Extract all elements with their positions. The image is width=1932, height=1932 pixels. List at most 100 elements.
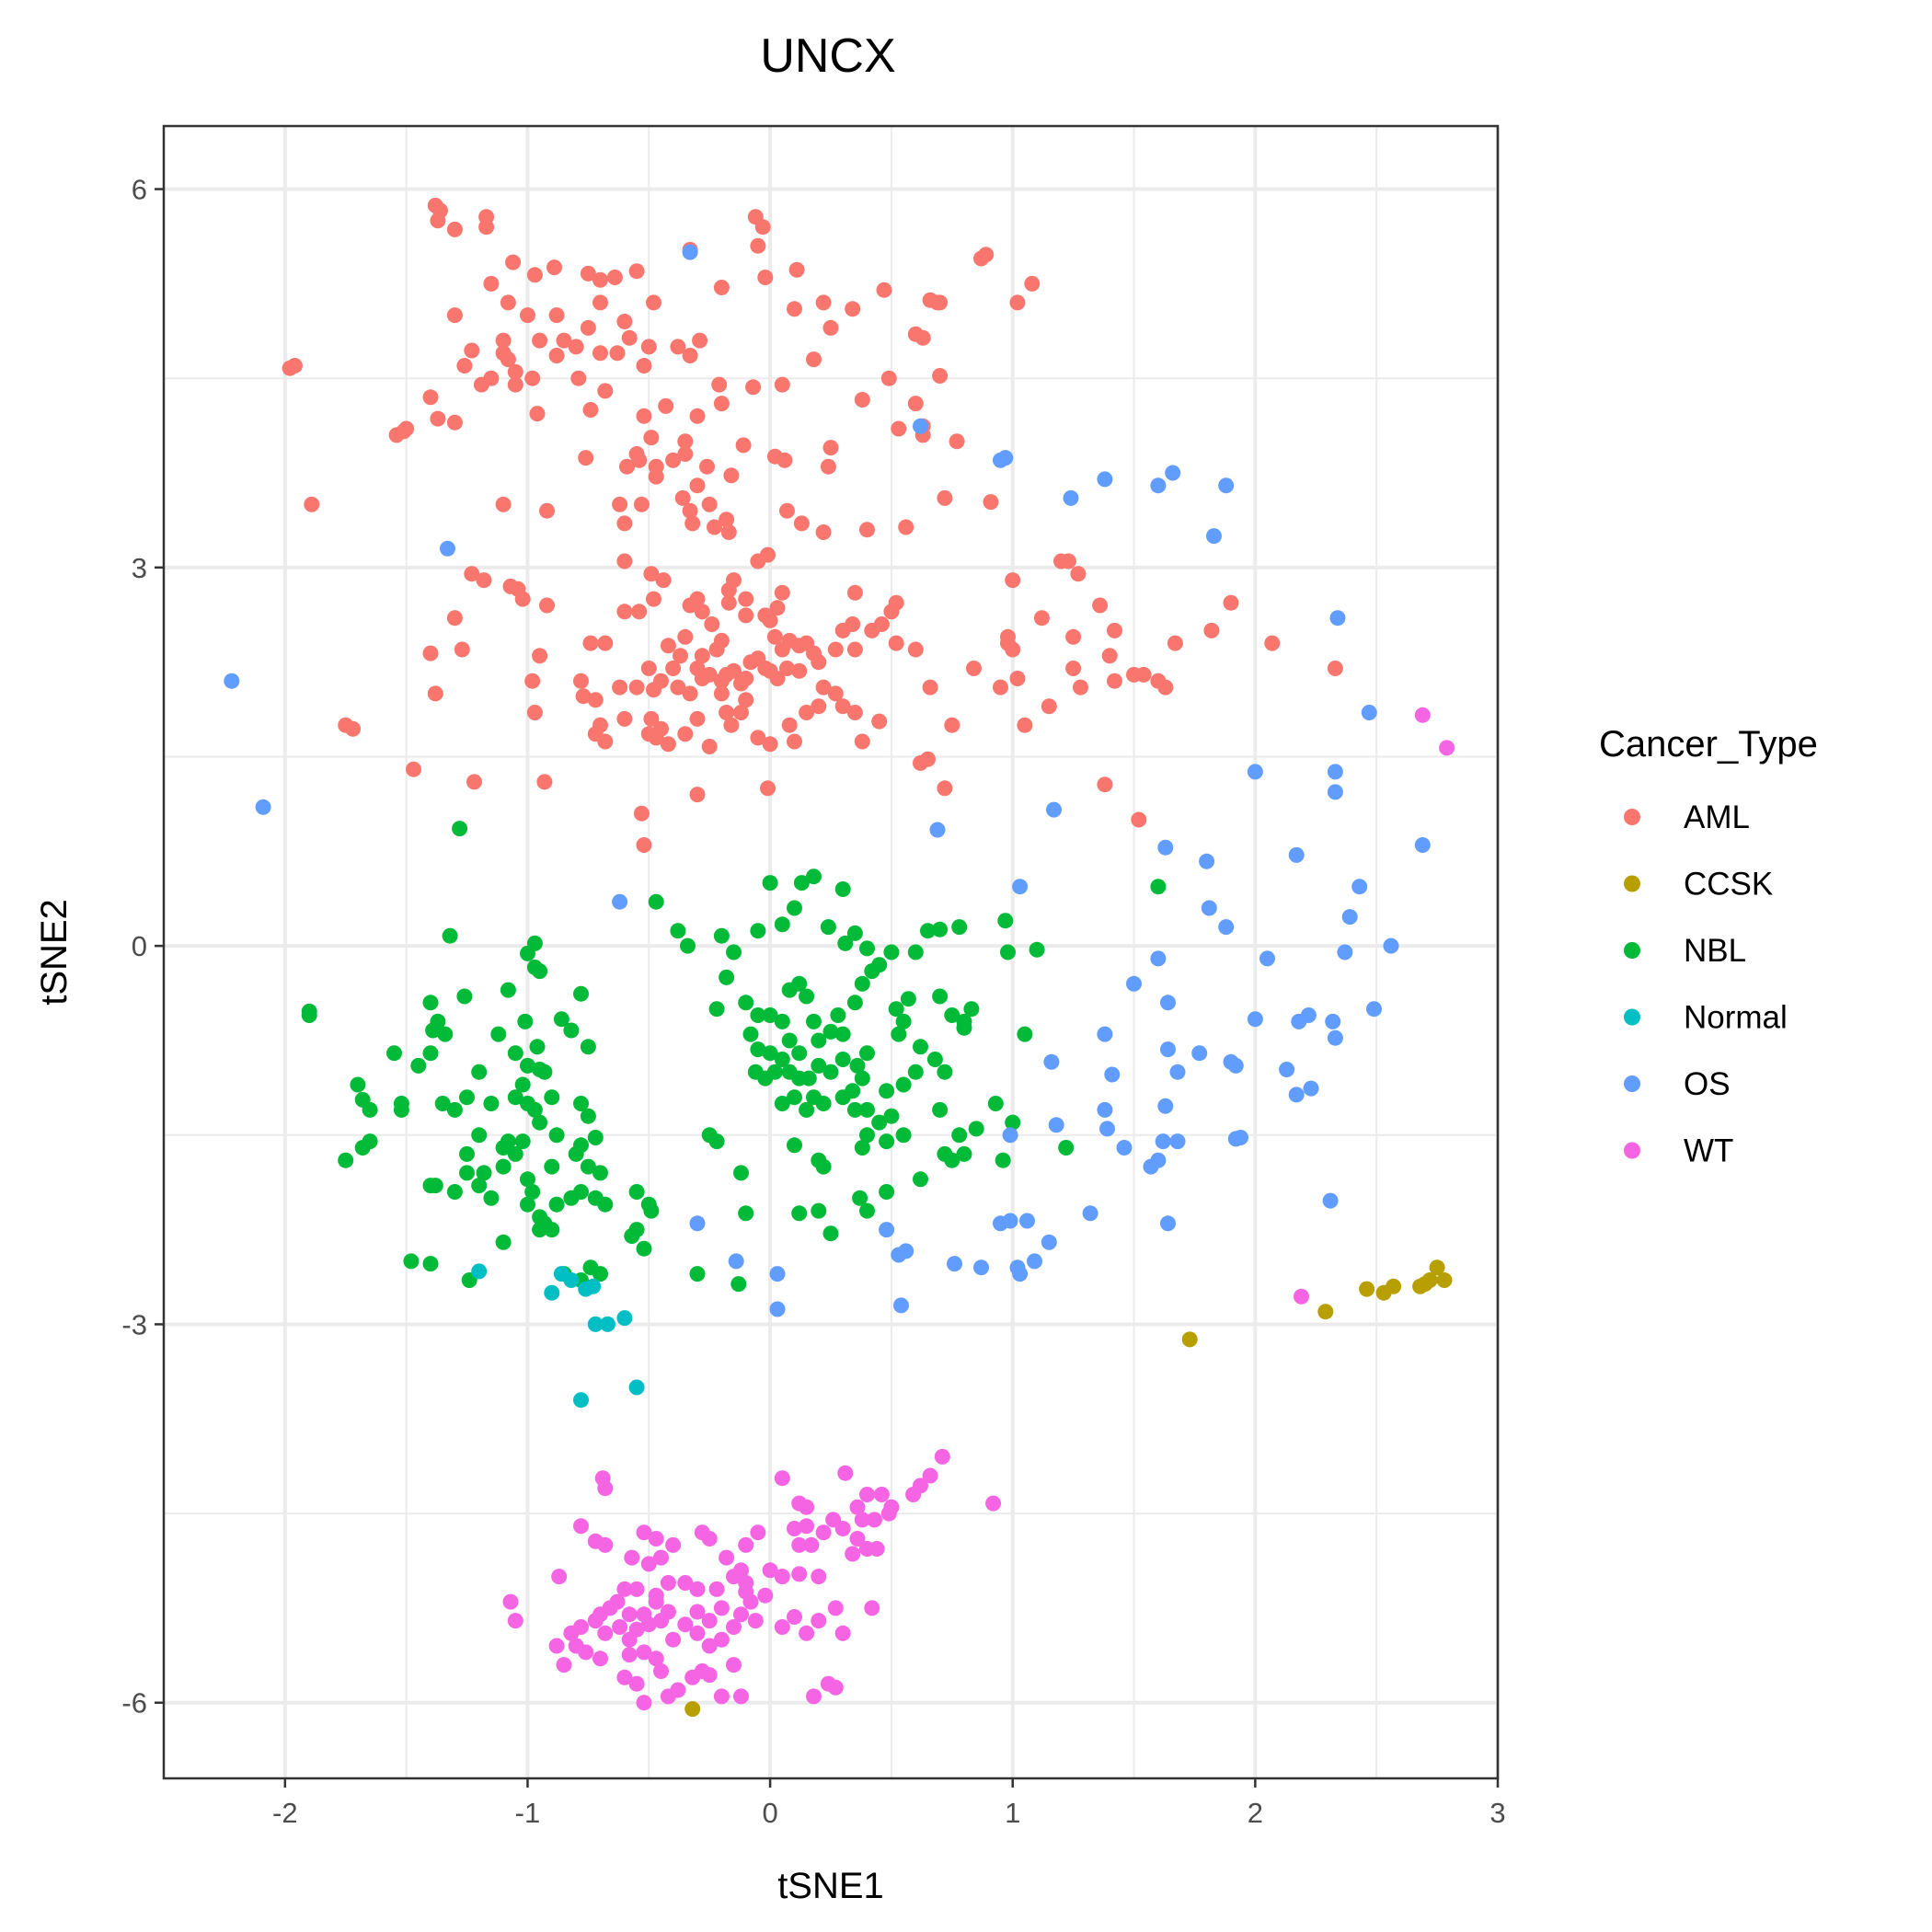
data-point (529, 406, 546, 422)
data-point (616, 553, 633, 569)
data-point (578, 1644, 594, 1661)
data-point (1143, 1158, 1159, 1175)
data-point (301, 1007, 317, 1023)
data-point (665, 661, 682, 676)
data-point (476, 1165, 492, 1181)
data-point (616, 1669, 633, 1685)
data-point (422, 995, 439, 1011)
data-point (708, 641, 725, 658)
data-point (1329, 610, 1346, 627)
data-point (787, 301, 802, 317)
data-point (628, 679, 645, 696)
data-point (612, 496, 628, 512)
data-point (430, 213, 446, 229)
data-point (822, 319, 839, 336)
data-point (660, 736, 676, 753)
data-point (846, 925, 863, 941)
data-point (1414, 707, 1431, 723)
data-point (822, 440, 839, 456)
data-point (616, 1310, 633, 1327)
legend-key (1624, 809, 1640, 825)
data-point (628, 1184, 645, 1200)
data-point (978, 247, 995, 263)
data-point (286, 358, 303, 374)
legend-item-os: OS (1624, 1066, 1731, 1102)
data-point (563, 1625, 580, 1641)
data-point (827, 1679, 844, 1696)
data-point (520, 1057, 535, 1074)
data-point (815, 679, 832, 696)
data-point (701, 1638, 718, 1654)
series-wt (502, 707, 1455, 1711)
data-point (507, 363, 523, 380)
data-point (708, 1133, 725, 1150)
data-point (879, 1133, 895, 1150)
data-point (1366, 1001, 1382, 1018)
data-point (548, 348, 565, 363)
data-point (694, 1524, 710, 1541)
data-point (707, 519, 722, 535)
data-point (834, 698, 851, 715)
data-point (846, 584, 863, 601)
data-point (580, 1039, 596, 1055)
data-point (738, 995, 754, 1011)
data-point (665, 1631, 682, 1648)
data-point (723, 467, 740, 484)
data-point (446, 307, 463, 324)
data-point (947, 1256, 962, 1272)
data-point (793, 515, 810, 532)
data-point (454, 641, 470, 658)
data-point (580, 1158, 596, 1175)
data-point (573, 1518, 589, 1535)
data-point (815, 1158, 832, 1175)
data-point (483, 370, 500, 386)
data-point (544, 1284, 560, 1301)
data-point (1288, 1087, 1305, 1103)
data-point (922, 1467, 938, 1484)
data-point (643, 430, 660, 446)
data-point (827, 685, 844, 702)
data-point (689, 661, 706, 676)
data-point (907, 396, 924, 412)
data-point (720, 524, 737, 540)
data-point (1247, 1011, 1263, 1028)
data-point (811, 654, 827, 671)
data-point (1247, 764, 1263, 780)
data-point (776, 452, 793, 468)
data-point (684, 1669, 701, 1685)
data-point (573, 985, 589, 1002)
data-point (350, 1076, 366, 1093)
data-point (437, 1026, 454, 1042)
data-point (713, 685, 730, 702)
data-point (963, 1001, 980, 1018)
data-point (811, 1032, 827, 1049)
data-point (425, 1022, 442, 1039)
data-point (551, 1569, 568, 1585)
data-point (738, 607, 754, 624)
data-point (507, 1613, 523, 1629)
data-point (471, 1064, 488, 1080)
data-point (811, 1057, 827, 1074)
data-point (845, 301, 861, 317)
data-point (854, 975, 870, 992)
data-point (888, 1001, 904, 1018)
data-point (524, 370, 541, 386)
data-point (774, 1619, 790, 1635)
data-point (859, 1202, 875, 1219)
data-point (834, 1625, 851, 1641)
data-point (791, 975, 808, 992)
data-point (464, 566, 480, 582)
data-point (774, 1096, 790, 1111)
data-point (580, 1108, 596, 1124)
data-point (386, 1045, 402, 1062)
data-point (665, 1536, 682, 1553)
data-point (587, 1613, 604, 1629)
y-tick-label: 0 (132, 930, 147, 962)
data-point (769, 1266, 786, 1282)
data-point (738, 1536, 754, 1553)
data-point (876, 282, 892, 298)
data-point (1000, 944, 1016, 960)
data-point (806, 351, 822, 368)
data-point (592, 1165, 608, 1181)
data-point (1157, 1098, 1174, 1114)
